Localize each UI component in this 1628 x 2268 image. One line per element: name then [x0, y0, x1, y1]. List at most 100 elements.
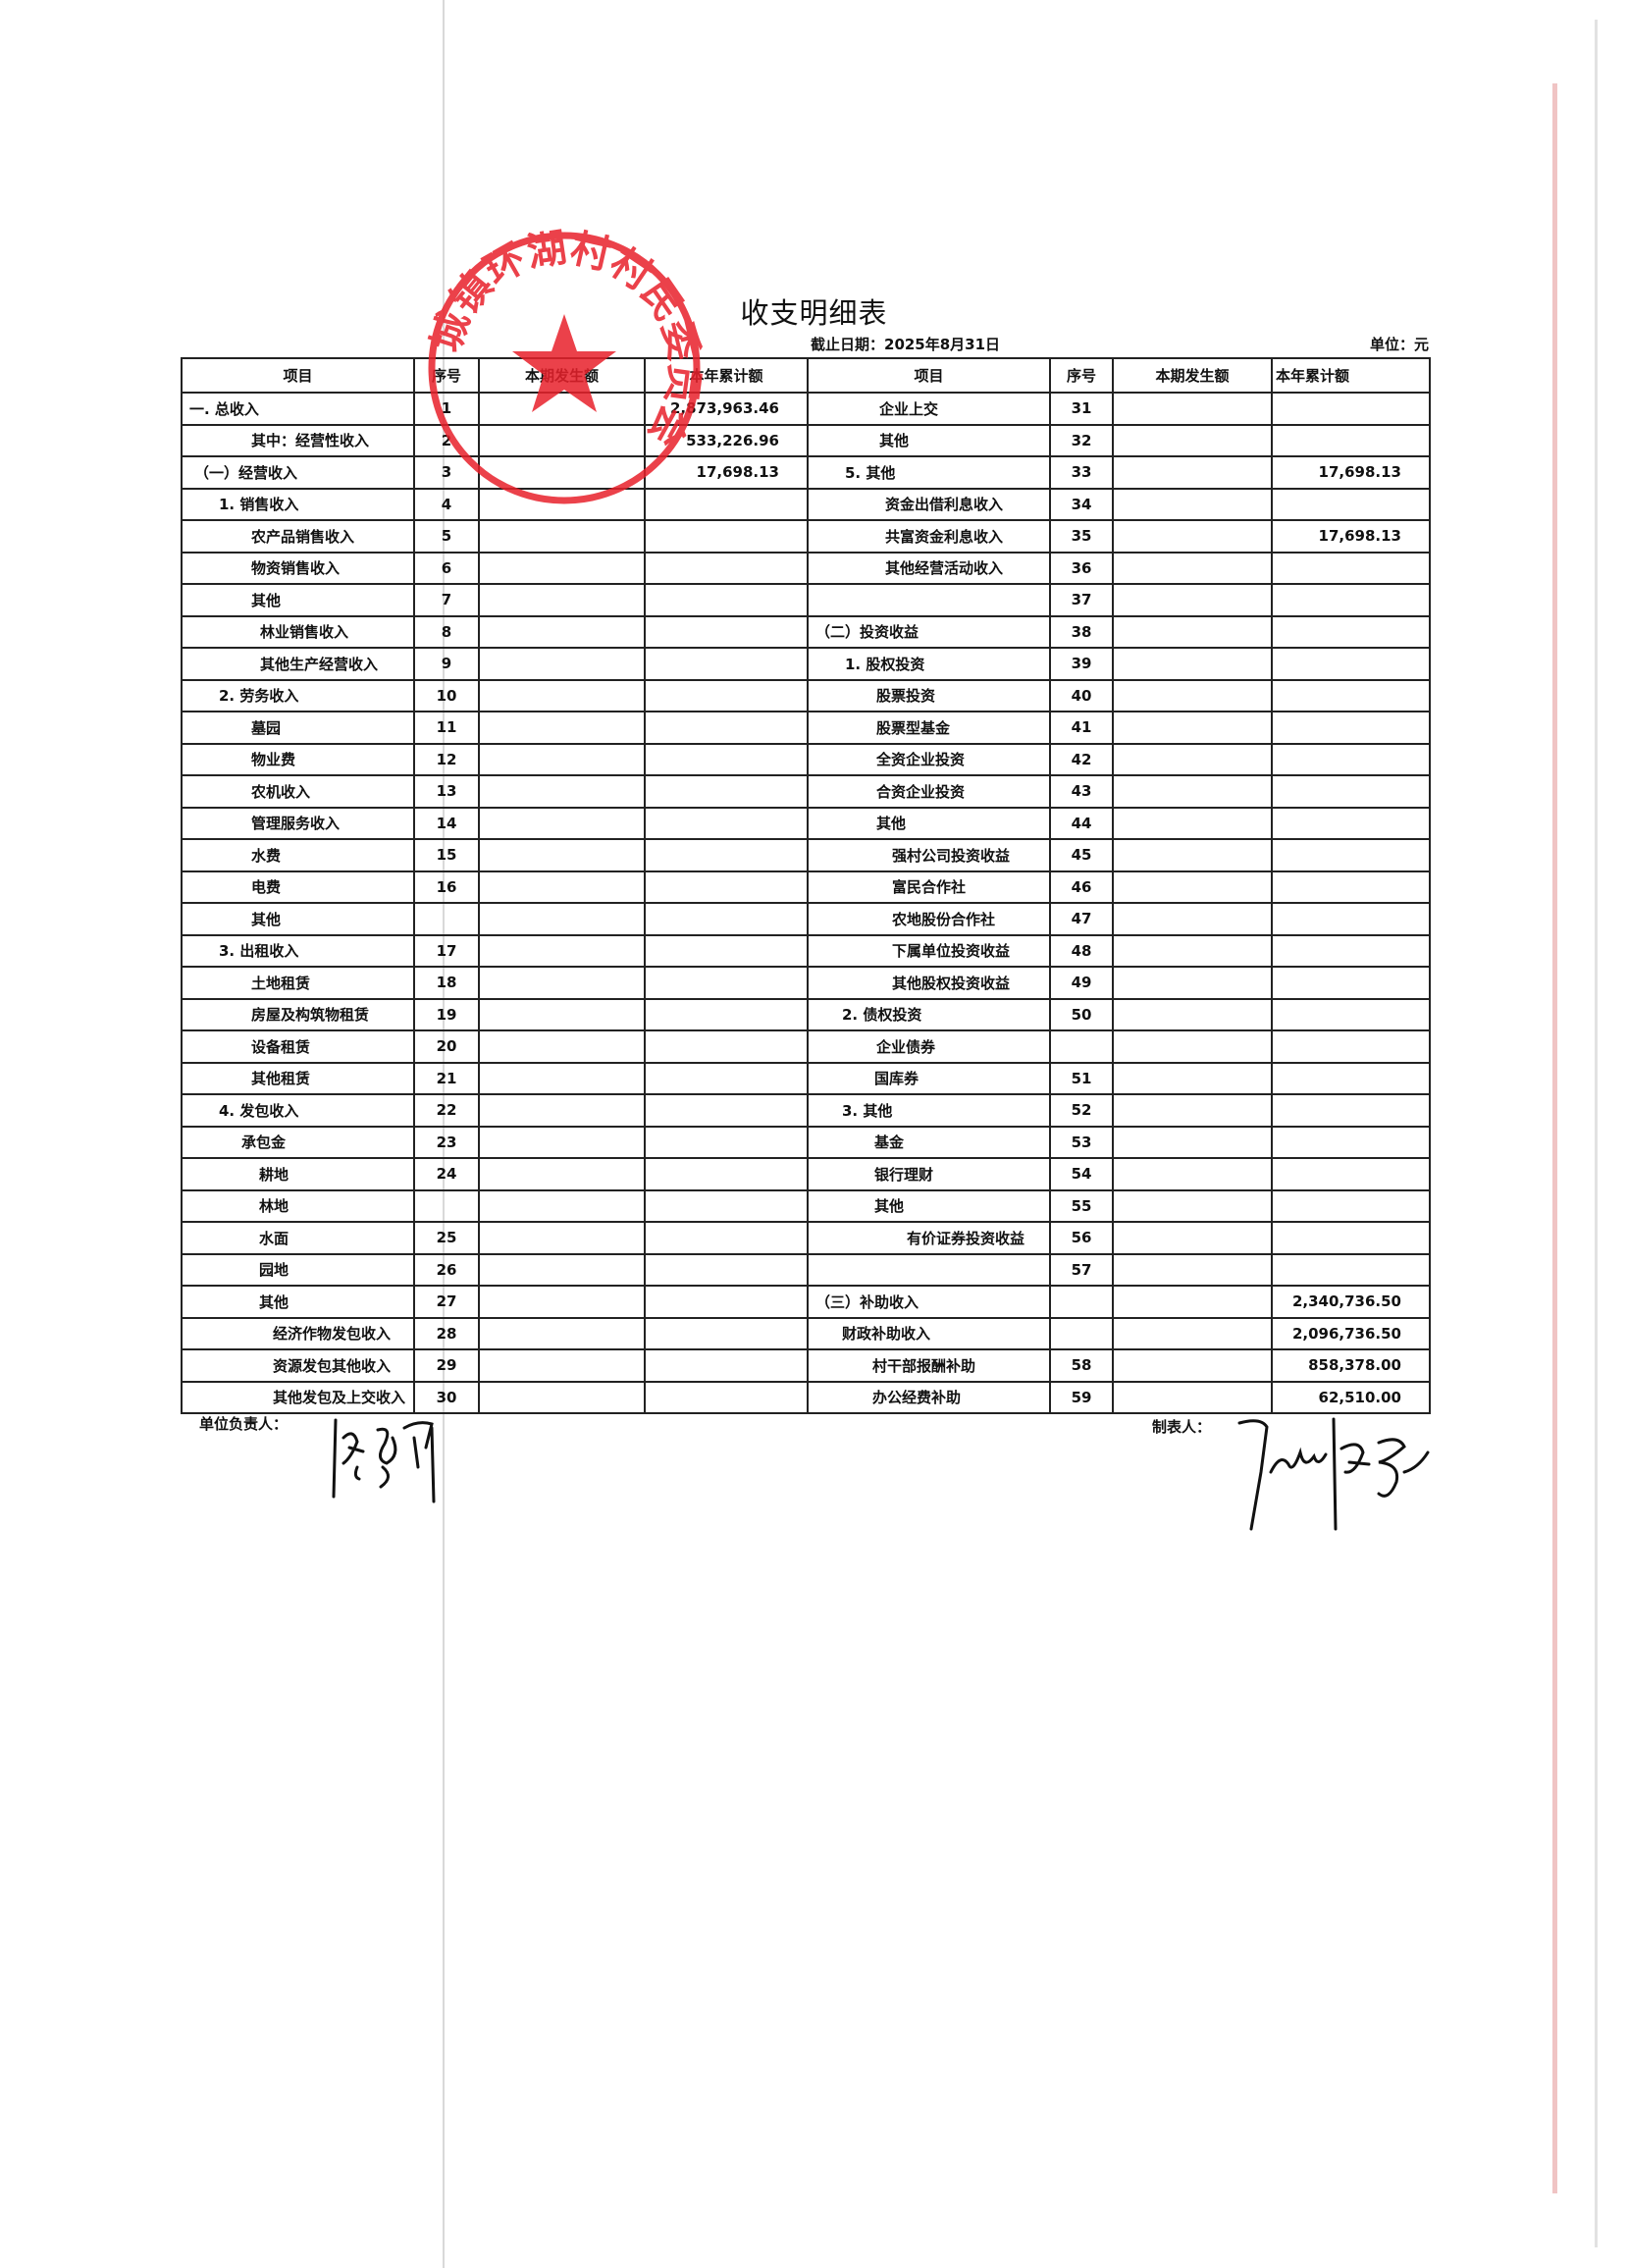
right-current-cell: [1112, 1252, 1273, 1287]
left-item-cell: 一. 总收入: [181, 392, 415, 426]
right-seq-cell: 36: [1049, 551, 1114, 585]
left-current-cell: [478, 997, 646, 1031]
table-row: 一. 总收入 1 2,873,963.46 企业上交 31: [181, 392, 1431, 426]
right-seq-cell: 33: [1049, 455, 1114, 490]
right-ytd-cell: [1271, 678, 1431, 712]
left-current-cell: [478, 1029, 646, 1064]
right-current-cell: [1112, 1093, 1273, 1128]
left-seq-cell: 12: [413, 742, 480, 776]
left-item-cell: 经济作物发包收入: [181, 1316, 415, 1350]
left-seq-cell: 21: [413, 1061, 480, 1095]
table-row: 水面 25 有价证券投资收益 56: [181, 1221, 1431, 1255]
left-item-cell: 园地: [181, 1252, 415, 1287]
left-item-cell: 其他: [181, 1285, 415, 1319]
left-current-cell: [478, 1252, 646, 1287]
right-current-cell: [1112, 966, 1273, 1000]
right-item-cell: 富民合作社: [807, 870, 1051, 904]
right-ytd-cell: [1271, 933, 1431, 968]
right-item-cell: 强村公司投资收益: [807, 838, 1051, 872]
right-seq-cell: 49: [1049, 966, 1114, 1000]
table-row: 林业销售收入 8 （二）投资收益 38: [181, 614, 1431, 649]
table-row: 农机收入 13 合资企业投资 43: [181, 774, 1431, 809]
right-current-cell: [1112, 678, 1273, 712]
right-item-cell: 共富资金利息收入: [807, 519, 1051, 554]
left-ytd-cell: [644, 1157, 809, 1191]
table-row: 其他生产经营收入 9 1. 股权投资 39: [181, 647, 1431, 681]
left-ytd-cell: [644, 1285, 809, 1319]
right-item-cell: 企业上交: [807, 392, 1051, 426]
left-seq-cell: 20: [413, 1029, 480, 1064]
left-current-cell: [478, 519, 646, 554]
right-seq-cell: 57: [1049, 1252, 1114, 1287]
left-seq-cell: 23: [413, 1125, 480, 1159]
left-ytd-cell: [644, 870, 809, 904]
right-ytd-cell: [1271, 1061, 1431, 1095]
left-ytd-cell: [644, 997, 809, 1031]
table-row: 土地租赁 18 其他股权投资收益 49: [181, 966, 1431, 1000]
right-ytd-cell: [1271, 551, 1431, 585]
right-ytd-cell: [1271, 1221, 1431, 1255]
left-ytd-cell: [644, 711, 809, 745]
table-row: 设备租赁 20 企业债券: [181, 1029, 1431, 1064]
left-item-cell: 4. 发包收入: [181, 1093, 415, 1128]
right-current-cell: [1112, 487, 1273, 521]
table-row: 承包金 23 基金 53: [181, 1125, 1431, 1159]
right-seq-cell: [1049, 1029, 1114, 1064]
table-row: 房屋及构筑物租赁 19 2. 债权投资 50: [181, 997, 1431, 1031]
left-item-cell: 房屋及构筑物租赁: [181, 997, 415, 1031]
left-seq-cell: 17: [413, 933, 480, 968]
table-row: 其他发包及上交收入 30 办公经费补助 59 62,510.00: [181, 1380, 1431, 1414]
right-ytd-cell: [1271, 1252, 1431, 1287]
right-ytd-cell: [1271, 1188, 1431, 1223]
right-current-cell: [1112, 392, 1273, 426]
right-ytd-cell: [1271, 614, 1431, 649]
left-current-cell: [478, 614, 646, 649]
right-seq-cell: 56: [1049, 1221, 1114, 1255]
right-ytd-cell: [1271, 1093, 1431, 1128]
right-seq-cell: 50: [1049, 997, 1114, 1031]
table-row: 电费 16 富民合作社 46: [181, 870, 1431, 904]
left-seq-cell: 7: [413, 583, 480, 617]
right-seq-cell: 45: [1049, 838, 1114, 872]
table-row: 林地 其他 55: [181, 1188, 1431, 1223]
header-ytd: 本年累计额: [644, 357, 809, 394]
left-current-cell: [478, 742, 646, 776]
left-seq-cell: [413, 1188, 480, 1223]
left-seq-cell: 22: [413, 1093, 480, 1128]
left-ytd-cell: [644, 1380, 809, 1414]
left-item-cell: 物资销售收入: [181, 551, 415, 585]
left-current-cell: [478, 678, 646, 712]
right-ytd-cell: [1271, 966, 1431, 1000]
right-ytd-cell: [1271, 838, 1431, 872]
right-current-cell: [1112, 774, 1273, 809]
right-ytd-cell: [1271, 487, 1431, 521]
right-current-cell: [1112, 902, 1273, 936]
document-title: 收支明细表: [0, 290, 1628, 332]
right-current-cell: [1112, 1348, 1273, 1383]
preparer-label: 制表人：: [1152, 1418, 1212, 1436]
right-seq-cell: 42: [1049, 742, 1114, 776]
left-item-cell: 2. 劳务收入: [181, 678, 415, 712]
left-seq-cell: 24: [413, 1157, 480, 1191]
right-ytd-cell: 858,378.00: [1271, 1348, 1431, 1383]
right-item-cell: 3. 其他: [807, 1093, 1051, 1128]
right-current-cell: [1112, 1316, 1273, 1350]
header-item: 项目: [181, 357, 415, 394]
title-text: 收支明细表: [740, 296, 888, 330]
table-row: 其中：经营性收入 2 533,226.96 其他 32: [181, 423, 1431, 457]
left-current-cell: [478, 933, 646, 968]
table-row: 经济作物发包收入 28 财政补助收入 2,096,736.50: [181, 1316, 1431, 1350]
left-seq-cell: 16: [413, 870, 480, 904]
left-item-cell: 其他生产经营收入: [181, 647, 415, 681]
right-seq-cell: 34: [1049, 487, 1114, 521]
left-current-cell: [478, 838, 646, 872]
left-item-cell: 其他: [181, 902, 415, 936]
right-ytd-cell: [1271, 870, 1431, 904]
right-item-cell: （二）投资收益: [807, 614, 1051, 649]
right-ytd-cell: [1271, 423, 1431, 457]
left-seq-cell: 13: [413, 774, 480, 809]
left-current-cell: [478, 1125, 646, 1159]
right-seq-cell: [1049, 1316, 1114, 1350]
left-current-cell: [478, 1061, 646, 1095]
left-seq-cell: 4: [413, 487, 480, 521]
